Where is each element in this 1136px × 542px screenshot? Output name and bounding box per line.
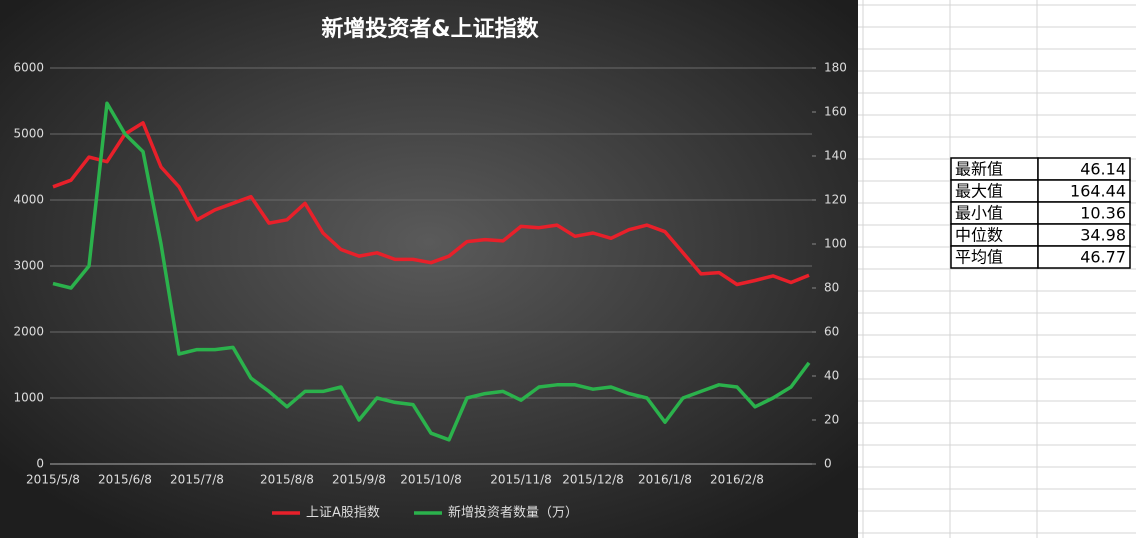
row-label: 最大值 <box>955 182 1003 201</box>
y-tick-label: 5000 <box>13 127 44 141</box>
row-label: 最小值 <box>955 204 1003 223</box>
y2-tick-label: 0 <box>824 457 832 471</box>
x-tick-label: 2015/5/8 <box>26 473 80 487</box>
series-line <box>52 101 811 442</box>
x-tick-label: 2015/11/8 <box>490 473 552 487</box>
y2-tick-label: 40 <box>824 369 839 383</box>
summary-table: 最新值 46.14 最大值 164.44 最小值 10.36 中位数 34.98 平均值 46.7… <box>950 157 1131 269</box>
series-line <box>52 121 810 287</box>
row-label: 中位数 <box>955 226 1003 245</box>
x-tick-label: 2015/10/8 <box>400 473 462 487</box>
y2-tick-label: 160 <box>824 105 847 119</box>
x-tick-label: 2015/8/8 <box>260 473 314 487</box>
row-value: 46.14 <box>1080 160 1126 179</box>
y2-tick-label: 20 <box>824 413 839 427</box>
y2-tick-label: 180 <box>824 61 847 75</box>
table-cell <box>1037 245 1131 269</box>
y-tick-label: 6000 <box>13 61 44 75</box>
x-tick-label: 2015/9/8 <box>332 473 386 487</box>
x-tick-label: 2015/7/8 <box>170 473 224 487</box>
chart-area <box>0 0 858 538</box>
y2-tick-label: 120 <box>824 193 847 207</box>
row-label: 最新值 <box>955 160 1003 179</box>
x-tick-label: 2015/6/8 <box>98 473 152 487</box>
y-tick-label: 3000 <box>13 259 44 273</box>
y2-tick-label: 140 <box>824 149 847 163</box>
row-label: 平均值 <box>955 248 1003 267</box>
y-tick-label: 2000 <box>13 325 44 339</box>
x-tick-label: 2015/12/8 <box>562 473 624 487</box>
y-tick-label: 1000 <box>13 391 44 405</box>
row-value: 164.44 <box>1070 182 1126 201</box>
y2-tick-label: 60 <box>824 325 839 339</box>
x-tick-label: 2016/2/8 <box>710 473 764 487</box>
legend-label: 新增投资者数量（万） <box>448 505 578 521</box>
y2-tick-label: 100 <box>824 237 847 251</box>
chart-title: 新增投资者&上证指数 <box>321 16 539 42</box>
y2-tick-label: 80 <box>824 281 839 295</box>
row-value: 34.98 <box>1080 226 1126 245</box>
spreadsheet-grid <box>858 0 1136 538</box>
y-tick-label: 0 <box>36 457 44 471</box>
legend-label: 上证A股指数 <box>306 506 380 521</box>
row-value: 10.36 <box>1080 204 1126 223</box>
y-tick-label: 4000 <box>13 193 44 207</box>
row-value: 46.77 <box>1080 248 1126 267</box>
x-tick-label: 2016/1/8 <box>638 473 692 487</box>
